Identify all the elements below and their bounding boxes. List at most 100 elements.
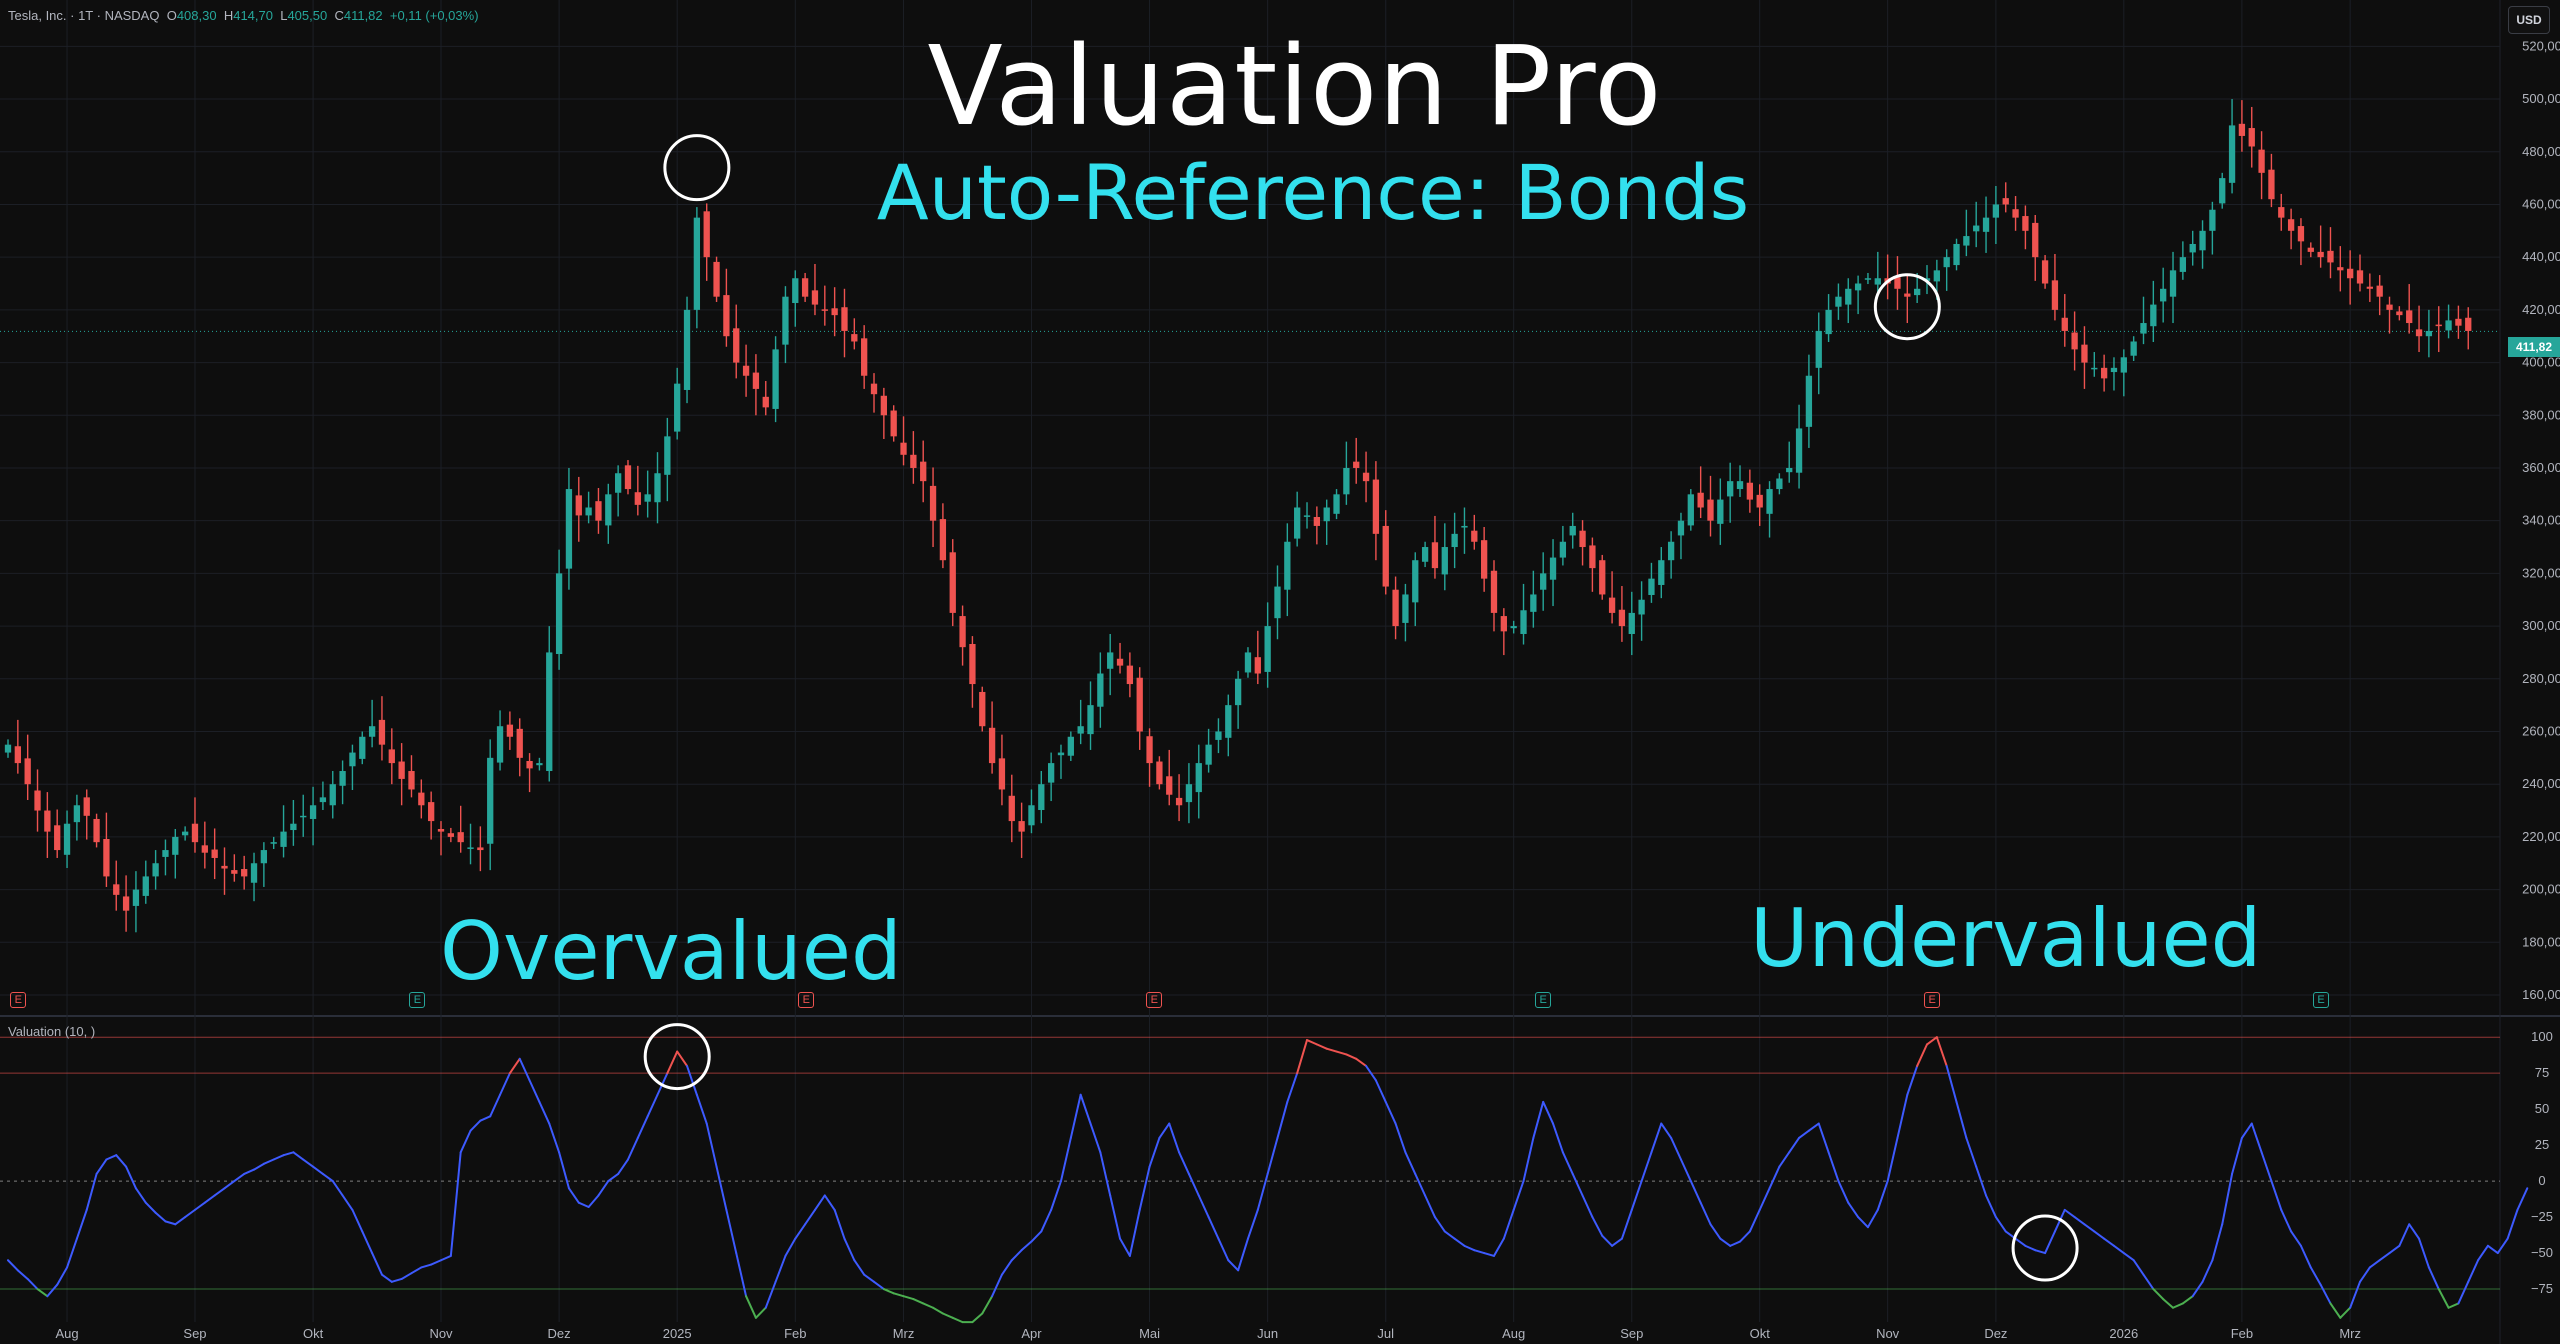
x-tick-label: 2026	[2109, 1326, 2138, 1341]
candle-body	[2209, 209, 2216, 231]
candle-body	[260, 850, 268, 864]
candle-body	[1825, 309, 1832, 335]
candle-body	[1579, 530, 1586, 548]
valuation-segment	[1699, 1201, 1712, 1226]
x-tick-label: Sep	[1620, 1326, 1643, 1341]
valuation-segment	[213, 1187, 226, 1197]
candle-body	[1421, 547, 1429, 562]
valuation-segment	[981, 1295, 994, 1315]
x-tick-label: Dez	[1984, 1326, 2007, 1341]
candle-body	[44, 810, 51, 832]
x-tick-label: Mai	[1139, 1326, 1160, 1341]
earnings-marker[interactable]: E	[1924, 992, 1941, 1008]
earnings-marker[interactable]: E	[10, 992, 27, 1008]
valuation-segment	[1286, 1072, 1299, 1103]
candle-body	[4, 744, 12, 753]
valuation-segment	[804, 1208, 816, 1226]
candle-body	[1648, 578, 1655, 595]
valuation-segment	[882, 1288, 895, 1295]
candle-body	[782, 296, 789, 345]
candle-body	[2356, 270, 2364, 284]
candle-body	[821, 309, 828, 311]
indicator-tick-label: −25	[2531, 1209, 2553, 1224]
candle-body	[122, 896, 130, 911]
valuation-segment	[262, 1158, 275, 1165]
valuation-segment	[1020, 1240, 1033, 1252]
valuation-segment	[1798, 1129, 1810, 1139]
candle-body	[359, 736, 366, 759]
candle-body	[1628, 612, 1635, 634]
earnings-marker[interactable]: E	[798, 992, 815, 1008]
valuation-segment	[1315, 1043, 1328, 1050]
valuation-segment	[1099, 1151, 1112, 1197]
valuation-segment	[184, 1208, 196, 1219]
valuation-segment	[745, 1295, 757, 1319]
valuation-segment	[1296, 1039, 1309, 1075]
valuation-segment	[2162, 1298, 2175, 1309]
candle-body	[2110, 367, 2118, 373]
candle-body	[605, 494, 612, 526]
candle-body	[2366, 286, 2373, 289]
symbol-header: Tesla, Inc. · 1T · NASDAQ O408,30 H414,7…	[8, 8, 479, 23]
candle-body	[1894, 277, 1901, 289]
candle-body	[2386, 304, 2393, 310]
candle-body	[1274, 586, 1281, 619]
valuation-segment	[1512, 1180, 1525, 1211]
valuation-segment	[2398, 1223, 2411, 1247]
candle-body	[811, 290, 819, 305]
candle-body	[1097, 673, 1104, 707]
valuation-segment	[1650, 1122, 1663, 1154]
candle-body	[2032, 222, 2039, 258]
valuation-segment	[2319, 1283, 2332, 1305]
valuation-segment	[36, 1288, 49, 1298]
valuation-segment	[2506, 1208, 2519, 1240]
valuation-segment	[853, 1259, 866, 1276]
candle-body	[2376, 285, 2383, 297]
valuation-segment	[154, 1211, 167, 1223]
candle-body	[1028, 805, 1035, 826]
valuation-segment	[2191, 1280, 2204, 1298]
candle-body	[1333, 494, 1340, 514]
earnings-marker[interactable]: E	[1535, 992, 1552, 1008]
valuation-segment	[2477, 1244, 2489, 1262]
candle-body	[624, 465, 632, 490]
candle-body	[1540, 573, 1547, 590]
x-tick-label: Mrz	[893, 1326, 915, 1341]
valuation-segment	[2457, 1280, 2470, 1305]
currency-button[interactable]: USD	[2508, 6, 2550, 34]
high-value: 414,70	[233, 8, 273, 23]
earnings-marker[interactable]: E	[2313, 992, 2330, 1008]
candle-body	[1973, 225, 1980, 232]
x-tick-label: Mrz	[2339, 1326, 2361, 1341]
valuation-segment	[430, 1259, 443, 1266]
price-tick-label: 420,00	[2522, 302, 2560, 317]
valuation-segment	[1217, 1237, 1230, 1262]
valuation-segment	[75, 1208, 88, 1240]
valuation-segment	[2260, 1151, 2273, 1183]
valuation-segment	[1079, 1093, 1092, 1125]
candle-body	[2337, 267, 2344, 271]
last-price-label: 411,82	[2508, 337, 2560, 357]
candle-body	[1618, 609, 1626, 627]
valuation-segment	[1719, 1237, 1732, 1247]
valuation-segment	[499, 1072, 511, 1096]
valuation-segment	[1660, 1122, 1673, 1139]
candle-body	[683, 309, 691, 390]
candle-body	[2061, 317, 2068, 331]
valuation-segment	[617, 1158, 629, 1175]
x-tick-label: Jun	[1257, 1326, 1278, 1341]
valuation-segment	[331, 1180, 344, 1197]
earnings-marker[interactable]: E	[409, 992, 426, 1008]
indicator-title[interactable]: Valuation (10, )	[8, 1024, 96, 1039]
candle-body	[1815, 330, 1822, 368]
candle-body	[2041, 260, 2049, 284]
valuation-segment	[686, 1064, 698, 1096]
candle-body	[723, 295, 730, 337]
valuation-segment	[16, 1269, 29, 1280]
valuation-segment	[538, 1100, 551, 1125]
valuation-segment	[2280, 1208, 2293, 1233]
earnings-marker[interactable]: E	[1146, 992, 1163, 1008]
candle-body	[1904, 293, 1911, 297]
candle-body	[1185, 784, 1193, 803]
